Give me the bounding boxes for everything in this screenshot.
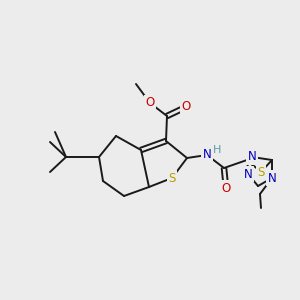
Text: O: O xyxy=(221,182,231,194)
Text: H: H xyxy=(213,145,221,155)
Text: N: N xyxy=(244,167,252,181)
Text: S: S xyxy=(257,166,265,178)
Text: N: N xyxy=(248,151,256,164)
Text: O: O xyxy=(146,97,154,110)
Text: N: N xyxy=(268,172,276,184)
Text: N: N xyxy=(202,148,211,161)
Text: O: O xyxy=(182,100,190,113)
Text: S: S xyxy=(168,172,176,184)
